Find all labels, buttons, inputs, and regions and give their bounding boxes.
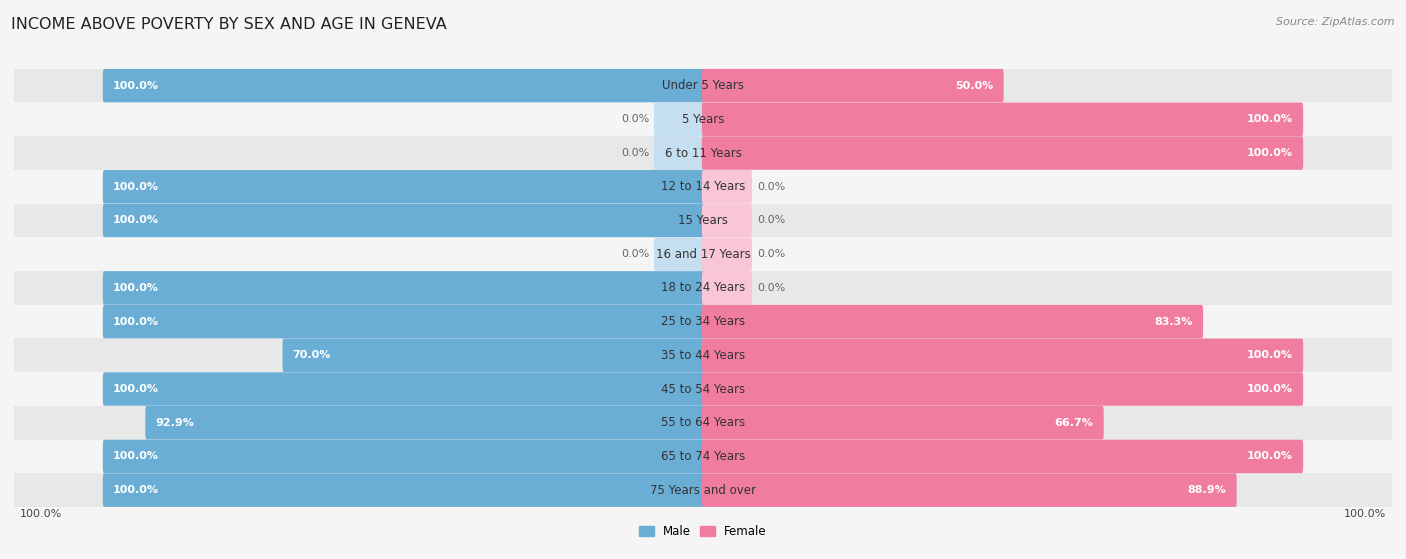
Text: INCOME ABOVE POVERTY BY SEX AND AGE IN GENEVA: INCOME ABOVE POVERTY BY SEX AND AGE IN G… xyxy=(11,17,447,32)
Text: 100.0%: 100.0% xyxy=(1247,350,1294,361)
Text: 65 to 74 Years: 65 to 74 Years xyxy=(661,450,745,463)
Text: 100.0%: 100.0% xyxy=(112,485,159,495)
Text: Source: ZipAtlas.com: Source: ZipAtlas.com xyxy=(1277,17,1395,27)
Text: 0.0%: 0.0% xyxy=(621,115,650,124)
Text: 18 to 24 Years: 18 to 24 Years xyxy=(661,281,745,295)
FancyBboxPatch shape xyxy=(103,271,704,305)
Text: 75 Years and over: 75 Years and over xyxy=(650,484,756,496)
Text: 0.0%: 0.0% xyxy=(756,182,785,192)
FancyBboxPatch shape xyxy=(702,339,1303,372)
FancyBboxPatch shape xyxy=(702,136,1303,170)
Text: 12 to 14 Years: 12 to 14 Years xyxy=(661,180,745,193)
Text: 70.0%: 70.0% xyxy=(292,350,330,361)
Text: 92.9%: 92.9% xyxy=(156,418,194,428)
Text: 100.0%: 100.0% xyxy=(112,384,159,394)
Bar xyxy=(14,102,1392,136)
Text: 25 to 34 Years: 25 to 34 Years xyxy=(661,315,745,328)
Text: 45 to 54 Years: 45 to 54 Years xyxy=(661,382,745,396)
Text: 100.0%: 100.0% xyxy=(1247,452,1294,461)
Bar xyxy=(14,372,1392,406)
FancyBboxPatch shape xyxy=(702,473,1237,507)
Text: 0.0%: 0.0% xyxy=(756,215,785,225)
Text: 66.7%: 66.7% xyxy=(1054,418,1094,428)
Text: 16 and 17 Years: 16 and 17 Years xyxy=(655,248,751,260)
FancyBboxPatch shape xyxy=(702,203,752,237)
Bar xyxy=(14,473,1392,507)
FancyBboxPatch shape xyxy=(103,203,704,237)
Text: 5 Years: 5 Years xyxy=(682,113,724,126)
FancyBboxPatch shape xyxy=(103,305,704,338)
Text: 83.3%: 83.3% xyxy=(1154,316,1194,326)
FancyBboxPatch shape xyxy=(103,473,704,507)
Bar xyxy=(14,439,1392,473)
Text: 0.0%: 0.0% xyxy=(621,148,650,158)
FancyBboxPatch shape xyxy=(103,170,704,203)
FancyBboxPatch shape xyxy=(145,406,704,439)
Text: 0.0%: 0.0% xyxy=(756,283,785,293)
Text: Under 5 Years: Under 5 Years xyxy=(662,79,744,92)
Text: 15 Years: 15 Years xyxy=(678,214,728,227)
FancyBboxPatch shape xyxy=(654,103,704,136)
FancyBboxPatch shape xyxy=(103,372,704,406)
Text: 0.0%: 0.0% xyxy=(756,249,785,259)
Bar xyxy=(14,406,1392,439)
Text: 100.0%: 100.0% xyxy=(112,215,159,225)
Bar xyxy=(14,305,1392,338)
Bar xyxy=(14,170,1392,203)
FancyBboxPatch shape xyxy=(103,440,704,473)
Text: 35 to 44 Years: 35 to 44 Years xyxy=(661,349,745,362)
Bar xyxy=(14,338,1392,372)
FancyBboxPatch shape xyxy=(702,271,752,305)
FancyBboxPatch shape xyxy=(702,170,752,203)
Text: 100.0%: 100.0% xyxy=(1344,509,1386,519)
Text: 100.0%: 100.0% xyxy=(20,509,62,519)
Bar xyxy=(14,238,1392,271)
FancyBboxPatch shape xyxy=(103,69,704,102)
Text: 6 to 11 Years: 6 to 11 Years xyxy=(665,146,741,159)
Bar xyxy=(14,203,1392,238)
FancyBboxPatch shape xyxy=(702,69,1004,102)
Bar xyxy=(14,271,1392,305)
Text: 100.0%: 100.0% xyxy=(1247,148,1294,158)
FancyBboxPatch shape xyxy=(702,406,1104,439)
FancyBboxPatch shape xyxy=(654,238,704,271)
Text: 88.9%: 88.9% xyxy=(1188,485,1226,495)
FancyBboxPatch shape xyxy=(702,440,1303,473)
Text: 100.0%: 100.0% xyxy=(112,182,159,192)
Text: 50.0%: 50.0% xyxy=(955,80,994,91)
FancyBboxPatch shape xyxy=(702,238,752,271)
FancyBboxPatch shape xyxy=(702,372,1303,406)
Text: 100.0%: 100.0% xyxy=(112,80,159,91)
Text: 100.0%: 100.0% xyxy=(112,283,159,293)
FancyBboxPatch shape xyxy=(702,103,1303,136)
FancyBboxPatch shape xyxy=(702,305,1204,338)
Text: 100.0%: 100.0% xyxy=(112,452,159,461)
FancyBboxPatch shape xyxy=(283,339,704,372)
Text: 100.0%: 100.0% xyxy=(112,316,159,326)
Legend: Male, Female: Male, Female xyxy=(634,520,772,543)
Text: 0.0%: 0.0% xyxy=(621,249,650,259)
Bar xyxy=(14,136,1392,170)
Text: 100.0%: 100.0% xyxy=(1247,115,1294,124)
Text: 55 to 64 Years: 55 to 64 Years xyxy=(661,416,745,429)
Bar xyxy=(14,69,1392,102)
Text: 100.0%: 100.0% xyxy=(1247,384,1294,394)
FancyBboxPatch shape xyxy=(654,136,704,170)
